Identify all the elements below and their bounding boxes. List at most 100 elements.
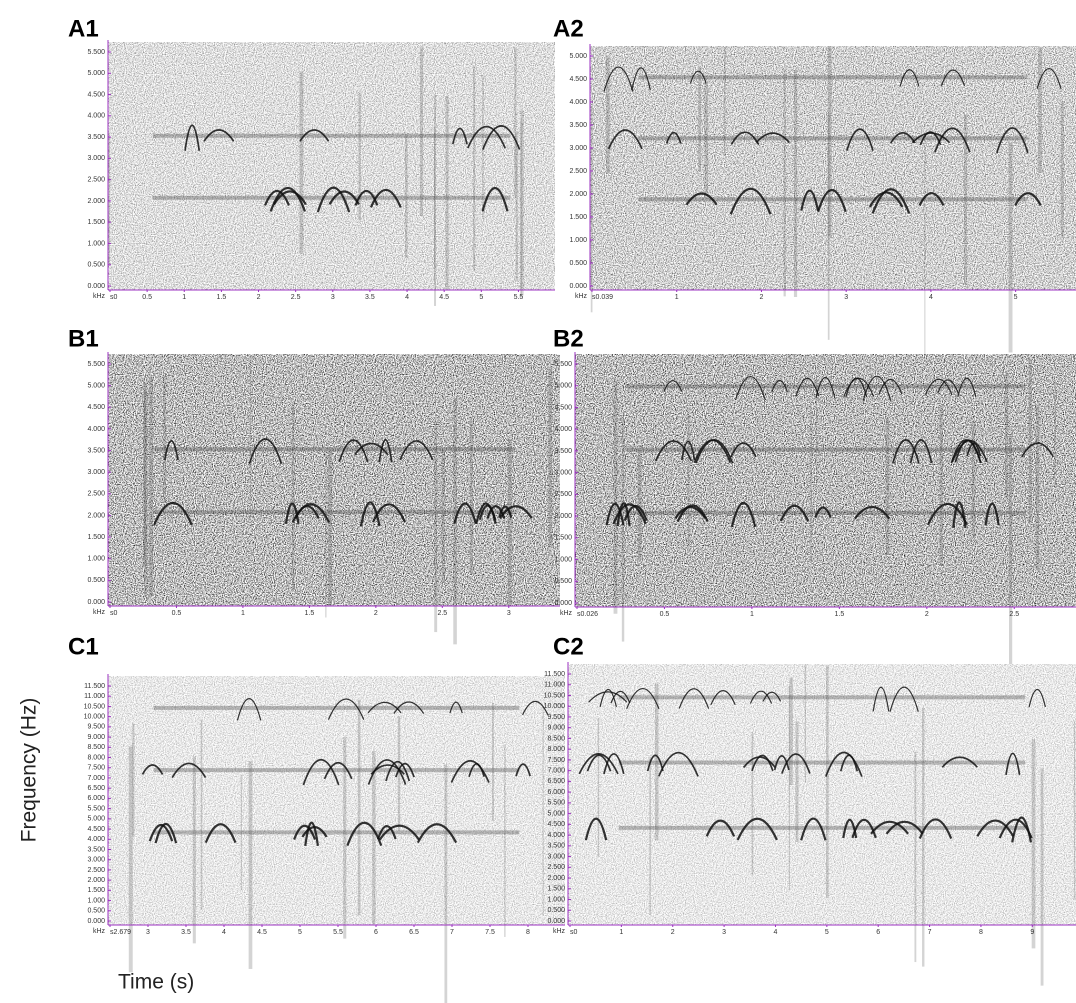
streak xyxy=(192,756,196,944)
syllable-arc xyxy=(378,439,393,463)
y-tick-label: 4.500 xyxy=(87,404,105,411)
streak xyxy=(358,92,361,221)
streak xyxy=(815,376,818,485)
syllable-arc xyxy=(1005,752,1021,775)
y-tick-label: 0.000 xyxy=(547,918,565,925)
y-tick-label: 1.000 xyxy=(87,897,105,904)
x-tick-label: 5.5 xyxy=(333,929,343,936)
syllable-arc xyxy=(676,504,709,523)
syllable-arc xyxy=(316,186,351,213)
y-tick-label: 1.000 xyxy=(554,556,572,563)
streak xyxy=(441,450,445,583)
y-tick-label: 5.500 xyxy=(554,361,572,368)
syllable-arc xyxy=(163,440,179,461)
y-tick-label: 6.500 xyxy=(547,778,565,785)
streak xyxy=(1040,768,1044,986)
streak xyxy=(605,56,610,174)
syllable-arc xyxy=(450,760,490,783)
streak xyxy=(1073,720,1076,900)
syllable-arc xyxy=(338,439,369,463)
streak xyxy=(939,405,943,566)
y-unit: kHz xyxy=(93,928,106,935)
syllable-arc xyxy=(751,754,774,772)
x-tick-label: 2.5 xyxy=(437,610,447,617)
y-tick-label: 5.500 xyxy=(547,800,565,807)
syllable-arc xyxy=(909,439,933,464)
x-tick-label: 0.5 xyxy=(660,611,670,618)
x-tick-label: s2.679 xyxy=(110,929,131,936)
y-tick-label: 3.500 xyxy=(569,122,587,129)
streak xyxy=(783,68,786,297)
x-tick-label: 3 xyxy=(722,929,726,936)
syllable-arc xyxy=(889,686,919,712)
panel-label: B2 xyxy=(553,325,584,352)
streak xyxy=(291,404,295,591)
x-tick-label: 5 xyxy=(298,929,302,936)
streak xyxy=(248,761,253,969)
y-tick-label: 10.000 xyxy=(544,703,566,710)
streak xyxy=(397,716,401,831)
y-tick-label: 11.500 xyxy=(84,683,105,690)
x-tick-label: 2.5 xyxy=(1009,611,1019,618)
streak xyxy=(924,133,926,361)
spectrogram-noise xyxy=(568,664,1076,925)
syllable-arc xyxy=(654,440,693,462)
streak xyxy=(1031,739,1036,949)
syllable-arc xyxy=(236,698,262,721)
x-tick-label: 5 xyxy=(1014,294,1018,301)
y-tick-label: 3.000 xyxy=(569,145,587,152)
y-tick-label: 5.000 xyxy=(569,53,587,60)
y-tick-label: 10.500 xyxy=(544,692,566,699)
y-tick-label: 8.500 xyxy=(87,744,105,751)
syllable-arc xyxy=(689,70,707,84)
y-tick-label: 1.500 xyxy=(554,535,572,542)
y-tick-label: 1.000 xyxy=(547,896,565,903)
y-tick-label: 1.000 xyxy=(87,556,105,563)
harmonic-band xyxy=(625,447,1026,452)
syllable-arc xyxy=(685,192,718,206)
streak xyxy=(1009,434,1013,674)
y-tick-label: 2.500 xyxy=(554,491,572,498)
y-tick-label: 4.500 xyxy=(87,91,105,98)
spectrogram xyxy=(107,40,555,306)
y-tick-label: 7.500 xyxy=(87,765,105,772)
streak xyxy=(515,132,518,282)
syllable-arc xyxy=(302,758,340,786)
x-tick-label: 1 xyxy=(241,610,245,617)
streak xyxy=(514,47,517,198)
x-tick-label: 3 xyxy=(331,294,335,301)
syllable-arc xyxy=(184,124,201,151)
syllable-arc xyxy=(578,753,619,775)
streak xyxy=(163,375,167,502)
syllable-arc xyxy=(498,505,513,518)
syllable-arc xyxy=(610,690,631,704)
syllable-arc xyxy=(393,701,425,714)
y-tick-label: 4.000 xyxy=(87,113,105,120)
harmonic-band xyxy=(153,705,520,710)
syllable-arc xyxy=(771,379,788,393)
x-tick-label: 1 xyxy=(750,611,754,618)
syllable-arc xyxy=(730,131,760,145)
streak xyxy=(597,717,600,857)
y-tick-label: 2.500 xyxy=(87,176,105,183)
syllable-arc xyxy=(800,817,827,841)
streak xyxy=(914,751,917,963)
syllable-arc xyxy=(868,191,904,208)
syllable-arc xyxy=(695,439,734,464)
y-tick-label: 5.000 xyxy=(87,816,105,823)
y-tick-label: 5.000 xyxy=(87,382,105,389)
y-tick-label: 1.000 xyxy=(569,237,587,244)
y-tick-label: 0.000 xyxy=(87,283,105,290)
y-tick-label: 0.500 xyxy=(87,908,105,915)
syllable-arc xyxy=(658,751,699,777)
streak xyxy=(325,454,327,618)
harmonic-band xyxy=(153,447,515,452)
streak xyxy=(795,721,799,842)
syllable-arc xyxy=(599,688,617,708)
syllable-arc xyxy=(273,190,307,206)
harmonic-band xyxy=(153,768,520,773)
syllable-arc xyxy=(369,188,402,208)
y-tick-label: 0.500 xyxy=(547,907,565,914)
syllable-arc xyxy=(299,129,330,142)
